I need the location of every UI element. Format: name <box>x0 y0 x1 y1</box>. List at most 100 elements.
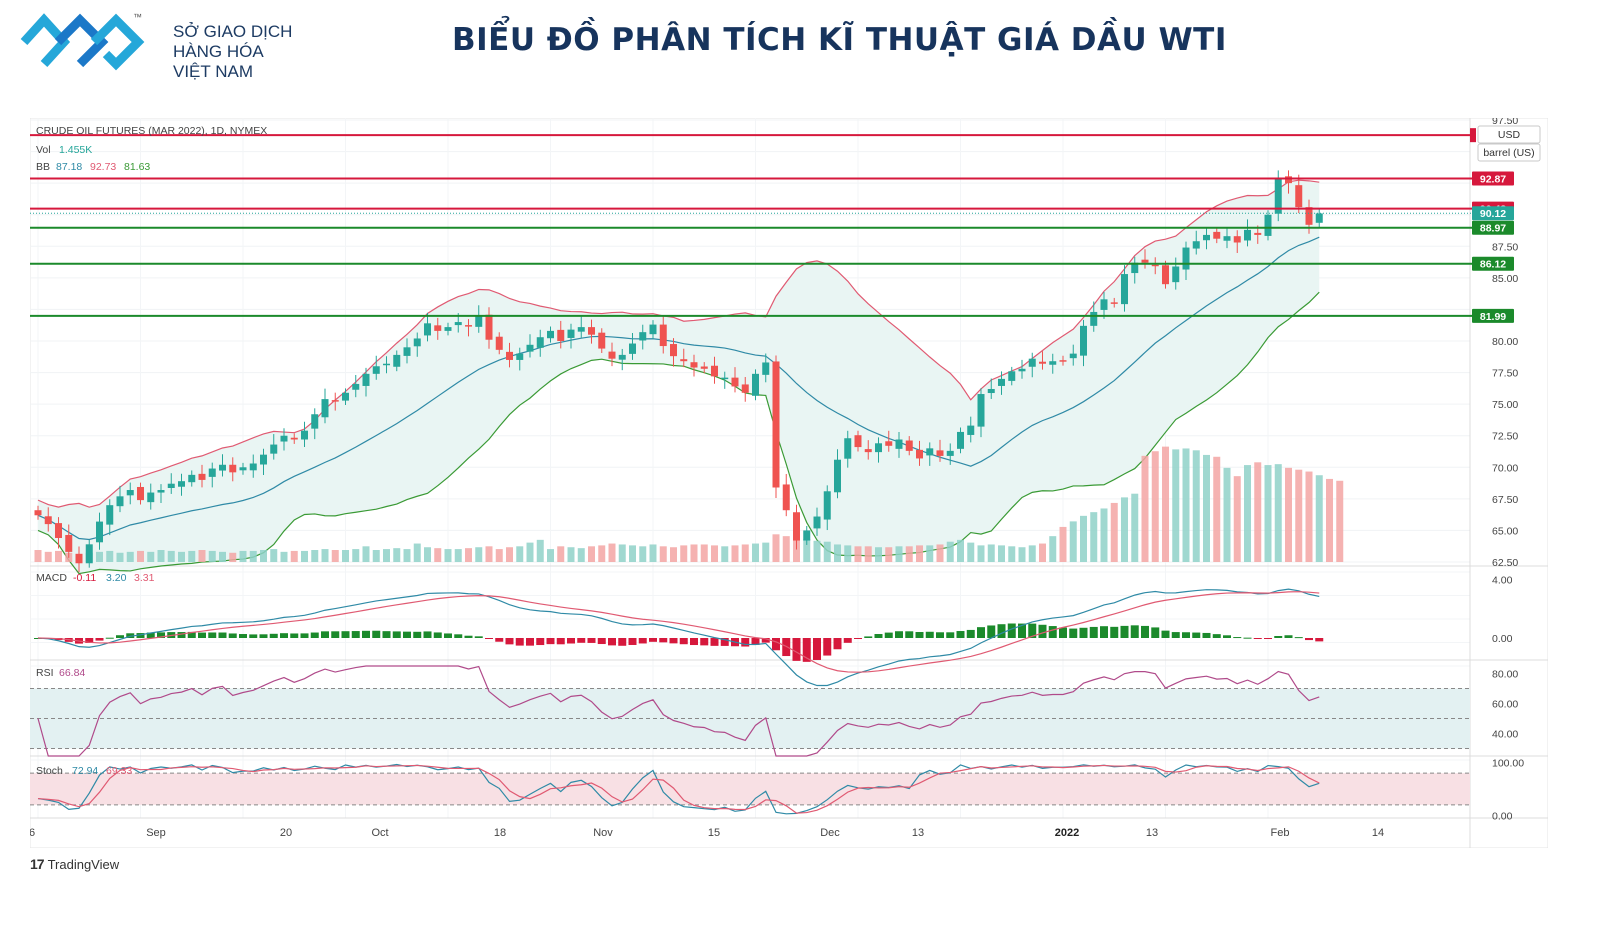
stoch-band <box>30 773 1470 805</box>
macd-histogram-bar <box>700 638 709 646</box>
candle-body <box>711 365 718 377</box>
macd-histogram-bar <box>454 634 463 638</box>
volume-bar <box>1182 448 1190 562</box>
macd-histogram-bar <box>259 634 268 638</box>
price-tick-label: 97.50 <box>1492 118 1518 127</box>
volume-bar <box>383 549 390 562</box>
macd-histogram-bar <box>280 633 288 638</box>
macd-histogram-bar <box>208 632 217 638</box>
level-tag-label: 92.87 <box>1480 173 1506 185</box>
macd-histogram-bar <box>720 638 729 646</box>
candle-body <box>1213 231 1221 239</box>
candle-body <box>977 394 985 427</box>
candle-body <box>1049 361 1057 365</box>
volume-bar <box>670 547 677 562</box>
macd-histogram-bar <box>351 631 360 638</box>
macd-histogram-bar <box>290 633 299 638</box>
volume-bar <box>1274 464 1282 562</box>
macd-histogram-bar <box>874 634 883 638</box>
volume-bar <box>1326 478 1333 562</box>
volume-bar <box>905 546 913 562</box>
candle-body <box>485 314 493 340</box>
candle-body <box>680 359 688 362</box>
macd-histogram-bar <box>987 625 996 638</box>
volume-bar <box>454 549 462 562</box>
volume-bar <box>752 543 759 562</box>
level-tag <box>1472 308 1514 323</box>
candle-body <box>1028 358 1036 367</box>
volume-bar <box>290 550 298 562</box>
candle-body <box>434 325 442 331</box>
macd-histogram-bar <box>690 638 698 646</box>
unit-box[interactable] <box>1477 143 1541 162</box>
volume-bar <box>1049 536 1057 562</box>
candle-body <box>331 400 339 402</box>
volume-bar <box>731 545 739 562</box>
candle-body <box>1295 185 1303 208</box>
macd-histogram-bar <box>126 633 135 638</box>
macd-histogram-bar <box>587 638 596 643</box>
macd-histogram-bar <box>433 632 442 638</box>
candle-body <box>424 323 431 336</box>
candle-body <box>55 523 62 539</box>
macd-line-value: 3.20 <box>106 572 127 584</box>
volume-bar <box>55 550 62 562</box>
volume-bar <box>321 549 329 562</box>
volume-bar <box>1295 469 1303 562</box>
candle-body <box>588 327 595 335</box>
macd-histogram-bar <box>239 634 247 638</box>
macd-histogram-bar <box>269 633 278 638</box>
candle-body <box>85 544 93 564</box>
tradingview-logo[interactable]: 17 TradingView <box>30 856 119 872</box>
macd-histogram-bar <box>1141 625 1149 638</box>
macd-histogram-bar <box>577 638 586 643</box>
price-tick-label: 65.00 <box>1492 525 1518 537</box>
volume-bar <box>465 548 472 562</box>
stoch-label: Stoch <box>36 765 63 777</box>
macd-histogram-bar <box>997 624 1006 638</box>
candle-body <box>557 329 565 341</box>
candle-body <box>916 449 923 459</box>
volume-bar <box>711 545 718 562</box>
candle-body <box>465 325 472 327</box>
candle-body <box>803 530 811 541</box>
currency-box[interactable] <box>1477 125 1541 144</box>
stoch-d-line <box>37 764 1320 814</box>
volume-bar <box>946 541 954 562</box>
macd-histogram-bar <box>1284 635 1293 638</box>
candle-body <box>270 444 278 454</box>
volume-bar <box>34 550 42 562</box>
macd-histogram-bar <box>515 638 524 646</box>
candle-body <box>547 330 554 339</box>
macd-histogram-bar <box>915 632 924 638</box>
candle-body <box>34 510 42 516</box>
volume-bar <box>1203 454 1210 562</box>
volume-bar <box>803 538 811 562</box>
candle-body <box>536 337 544 348</box>
volume-bar <box>936 544 944 562</box>
rsi-tick-label: 80.00 <box>1492 669 1518 681</box>
volume-bar <box>424 547 431 562</box>
macd-histogram-bar <box>413 631 422 638</box>
macd-histogram-bar <box>761 638 770 643</box>
macd-histogram-bar <box>659 638 668 643</box>
macd-histogram-bar <box>679 638 688 645</box>
tradingview-label: TradingView <box>47 856 120 872</box>
volume-bar <box>260 550 267 562</box>
macd-histogram-bar <box>977 627 985 638</box>
macd-histogram-bar <box>792 638 801 661</box>
candle-body <box>526 344 534 352</box>
bb-label: BB <box>36 161 50 173</box>
macd-histogram-bar <box>464 635 473 638</box>
candle-body <box>1264 214 1272 236</box>
volume-bar <box>926 545 934 562</box>
candle-body <box>454 322 462 326</box>
volume-bar <box>506 547 513 562</box>
rsi-value: 66.84 <box>59 667 85 679</box>
candle-body <box>506 351 513 360</box>
time-tick-label: 2022 <box>1055 827 1079 839</box>
volume-bar <box>967 542 975 562</box>
price-tick-label: 85.00 <box>1492 273 1518 285</box>
